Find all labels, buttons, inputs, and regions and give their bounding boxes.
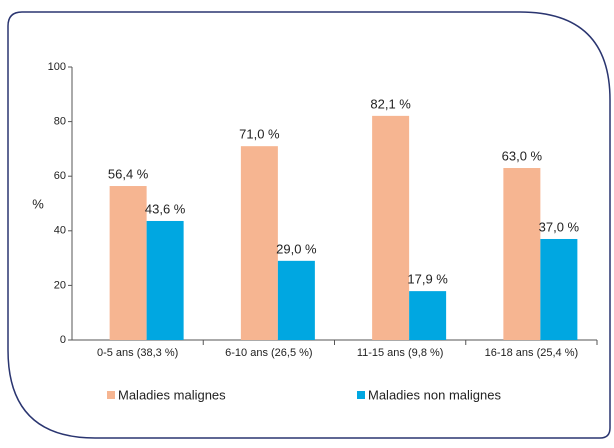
x-tick-label: 11-15 ans (9,8 %) — [357, 347, 444, 359]
value-label: 43,6 % — [145, 201, 186, 216]
y-tick-label: 60 — [54, 170, 66, 182]
bar — [540, 238, 578, 340]
bar — [109, 186, 147, 340]
y-tick-label: 100 — [48, 61, 66, 73]
value-label: 82,1 % — [370, 96, 411, 111]
bar — [240, 146, 278, 340]
legend-swatch — [107, 391, 115, 399]
legend-label: Maladies non malignes — [368, 387, 501, 402]
value-label: 56,4 % — [108, 166, 149, 181]
y-tick-label: 80 — [54, 116, 66, 128]
legend-label: Maladies malignes — [118, 387, 226, 402]
y-axis-label: % — [32, 196, 44, 211]
legend-swatch — [357, 391, 365, 399]
bar — [503, 168, 541, 340]
bar — [277, 260, 315, 340]
value-label: 17,9 % — [407, 272, 448, 287]
value-label: 71,0 % — [239, 127, 280, 142]
x-tick-label: 0-5 ans (38,3 %) — [97, 347, 178, 359]
bar — [146, 220, 184, 340]
bar — [409, 291, 447, 340]
x-tick-label: 16-18 ans (25,4 %) — [485, 347, 579, 359]
value-label: 37,0 % — [539, 219, 580, 234]
frame — [7, 11, 611, 439]
y-tick-label: 20 — [54, 279, 66, 291]
y-tick-label: 0 — [60, 334, 66, 346]
y-tick-label: 40 — [54, 225, 66, 237]
value-label: 63,0 % — [502, 148, 543, 163]
bar — [372, 115, 410, 340]
value-label: 29,0 % — [276, 241, 317, 256]
x-tick-label: 6-10 ans (26,5 %) — [225, 347, 312, 359]
